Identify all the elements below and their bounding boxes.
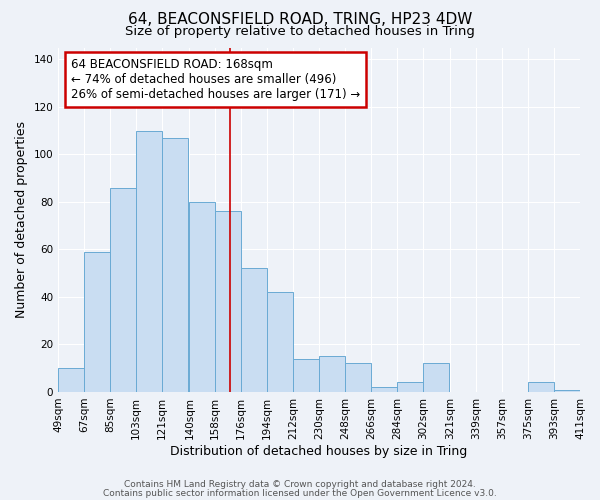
Text: Contains public sector information licensed under the Open Government Licence v3: Contains public sector information licen… — [103, 488, 497, 498]
Bar — [136, 130, 162, 392]
Bar — [84, 252, 110, 392]
Bar — [162, 138, 188, 392]
Bar — [58, 368, 84, 392]
Bar — [190, 202, 215, 392]
Y-axis label: Number of detached properties: Number of detached properties — [15, 121, 28, 318]
Bar — [554, 390, 580, 392]
Bar — [267, 292, 293, 392]
Bar — [215, 212, 241, 392]
Bar — [110, 188, 136, 392]
Bar — [371, 387, 397, 392]
Text: 64, BEACONSFIELD ROAD, TRING, HP23 4DW: 64, BEACONSFIELD ROAD, TRING, HP23 4DW — [128, 12, 472, 28]
Text: Contains HM Land Registry data © Crown copyright and database right 2024.: Contains HM Land Registry data © Crown c… — [124, 480, 476, 489]
Bar — [319, 356, 345, 392]
Bar — [293, 358, 319, 392]
Bar — [528, 382, 554, 392]
Bar — [241, 268, 267, 392]
X-axis label: Distribution of detached houses by size in Tring: Distribution of detached houses by size … — [170, 444, 468, 458]
Text: Size of property relative to detached houses in Tring: Size of property relative to detached ho… — [125, 25, 475, 38]
Bar — [345, 364, 371, 392]
Text: 64 BEACONSFIELD ROAD: 168sqm
← 74% of detached houses are smaller (496)
26% of s: 64 BEACONSFIELD ROAD: 168sqm ← 74% of de… — [71, 58, 361, 101]
Bar — [423, 364, 449, 392]
Bar — [397, 382, 423, 392]
